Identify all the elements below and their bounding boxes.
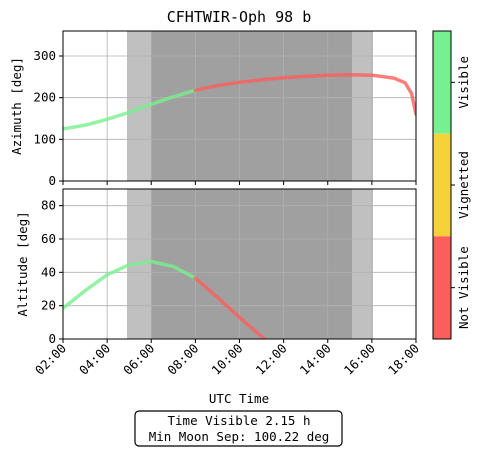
colorbar-frame bbox=[432, 30, 452, 340]
segment-visible bbox=[63, 259, 198, 310]
series-azimuth bbox=[63, 73, 416, 131]
segment-not-visible bbox=[193, 276, 267, 339]
y-tick-label: 300 bbox=[33, 48, 56, 63]
twilight-shade bbox=[352, 189, 373, 339]
twilight-shade bbox=[352, 31, 373, 181]
x-tick-label: 06:00 bbox=[120, 341, 157, 378]
footer-box: Time Visible 2.15 h Min Moon Sep: 100.22… bbox=[134, 410, 343, 447]
x-tick-label: 10:00 bbox=[208, 341, 245, 378]
x-tick-label: 16:00 bbox=[341, 341, 378, 378]
y-tick-label: 60 bbox=[41, 231, 56, 246]
y-tick-label: 100 bbox=[33, 131, 56, 146]
colorbar-swatch bbox=[433, 236, 451, 339]
y-axis-label: Azimuth [deg] bbox=[9, 57, 24, 155]
x-tick-label: 18:00 bbox=[385, 341, 422, 378]
y-tick-label: 80 bbox=[41, 198, 56, 213]
x-tick-label: 02:00 bbox=[32, 341, 69, 378]
time-visible-text: Time Visible 2.15 h bbox=[168, 413, 311, 428]
night-shade bbox=[151, 31, 353, 181]
series-altitude bbox=[63, 259, 267, 339]
x-tick-labels: 02:00 04:00 06:00 08:00 10:00 12:00 14:00 16:00… bbox=[32, 341, 422, 378]
x-tick-label: 14:00 bbox=[297, 341, 334, 378]
colorbar-swatch bbox=[433, 31, 451, 134]
x-tick-label: 12:00 bbox=[253, 341, 290, 378]
colorbar-label: Vignetted bbox=[456, 151, 471, 219]
colorbar-label: Not Visible bbox=[456, 246, 471, 329]
night-shade bbox=[151, 189, 353, 339]
y-tick-label: 0 bbox=[48, 331, 56, 346]
segment-not-visible bbox=[193, 73, 416, 117]
colorbar-swatch bbox=[433, 133, 451, 237]
colorbar: Visible Vignetted Not Visible bbox=[432, 30, 471, 340]
y-tick-label: 40 bbox=[41, 264, 56, 279]
panel-azimuth: 0 100 200 300 Azimuth [deg] bbox=[9, 30, 417, 188]
y-tick-label: 20 bbox=[41, 298, 56, 313]
y-tick-label: 0 bbox=[48, 173, 56, 188]
y-tick-label: 200 bbox=[33, 90, 56, 105]
panel-altitude: 0 20 40 60 80 Altitude [deg] bbox=[15, 188, 417, 346]
x-tick-label: 08:00 bbox=[164, 341, 201, 378]
x-tick-label: 04:00 bbox=[76, 341, 113, 378]
chart-title: CFHTWIR-Oph 98 b bbox=[167, 8, 312, 26]
moon-sep-text: Min Moon Sep: 100.22 deg bbox=[149, 429, 330, 444]
x-axis-label: UTC Time bbox=[209, 391, 269, 406]
segment-visible bbox=[63, 88, 198, 131]
y-axis-label: Altitude [deg] bbox=[15, 211, 30, 316]
colorbar-label: Visible bbox=[456, 56, 471, 109]
